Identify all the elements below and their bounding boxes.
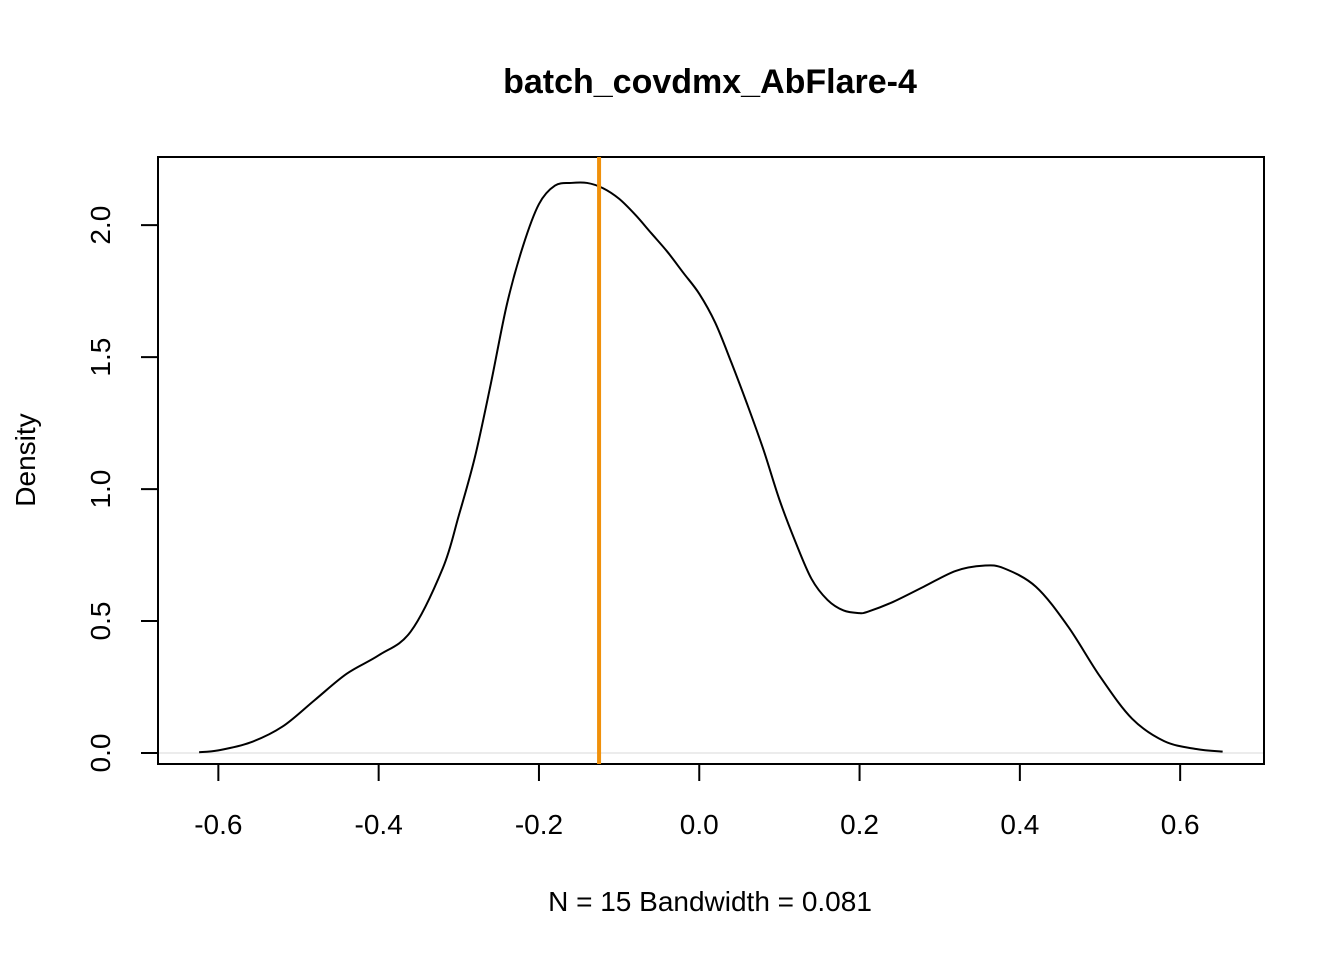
y-tick-label: 1.0 <box>85 470 116 509</box>
x-tick-label: -0.2 <box>515 809 563 840</box>
x-tick-label: 0.2 <box>840 809 879 840</box>
x-tick-label: 0.4 <box>1000 809 1039 840</box>
chart-title: batch_covdmx_AbFlare-4 <box>503 63 917 101</box>
x-axis: -0.6 -0.4 -0.2 0.0 0.2 0.4 0.6 <box>194 763 1200 840</box>
y-tick-label: 1.5 <box>85 338 116 377</box>
y-tick-label: 0.5 <box>85 602 116 641</box>
x-tick-label: -0.6 <box>194 809 242 840</box>
x-axis-label: N = 15 Bandwidth = 0.081 <box>548 886 872 917</box>
x-tick-label: 0.0 <box>680 809 719 840</box>
y-axis-label: Density <box>10 413 41 506</box>
y-axis: 0.0 0.5 1.0 1.5 2.0 <box>85 206 159 773</box>
y-tick-label: 2.0 <box>85 206 116 245</box>
y-tick-label: 0.0 <box>85 734 116 773</box>
x-tick-label: -0.4 <box>355 809 403 840</box>
x-tick-label: 0.6 <box>1161 809 1200 840</box>
density-curve <box>199 181 1223 754</box>
